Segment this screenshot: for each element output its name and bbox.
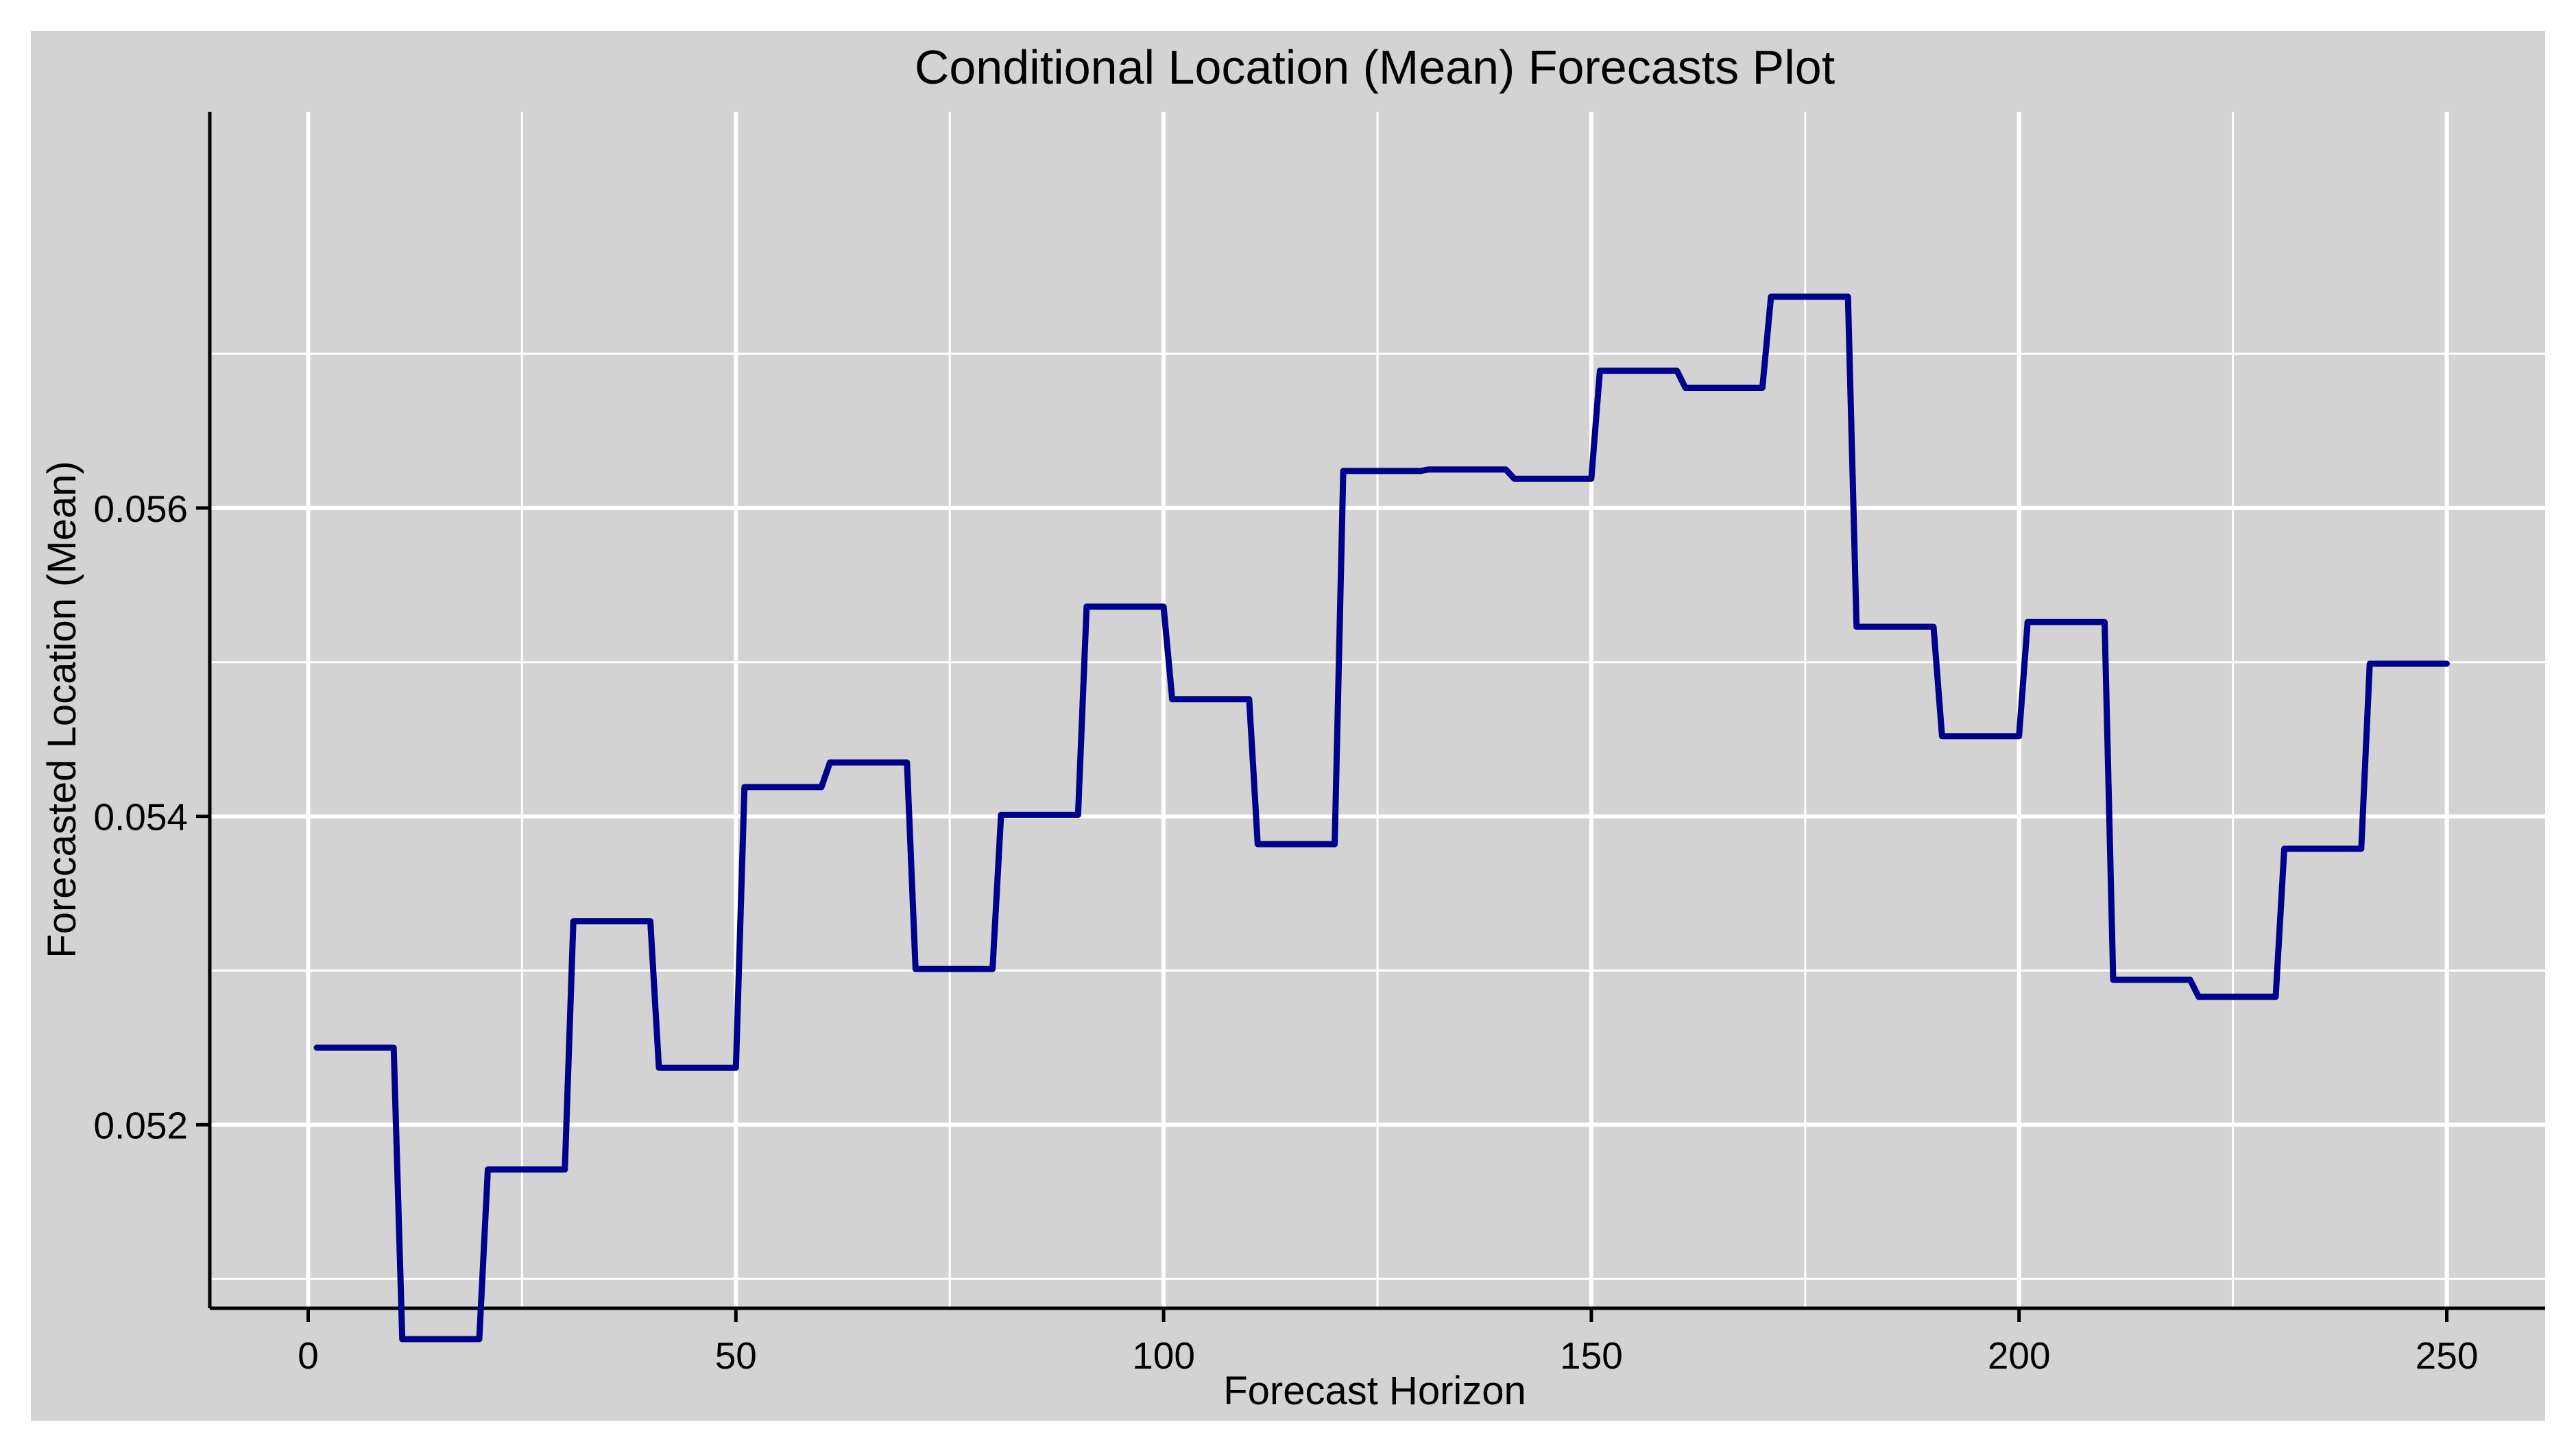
plot-background: [31, 31, 2545, 1421]
chart-title: Conditional Location (Mean) Forecasts Pl…: [915, 40, 1835, 94]
series-line-0: [313, 293, 2450, 1343]
y-tick-label: 0.054: [93, 796, 188, 839]
x-tick-label: 200: [1988, 1334, 2051, 1377]
x-tick-label: 0: [298, 1334, 319, 1377]
y-tick-label: 0.056: [93, 488, 188, 530]
y-tick-label: 0.052: [93, 1104, 188, 1146]
x-tick-label: 100: [1132, 1334, 1195, 1377]
series: [313, 293, 2450, 1343]
x-tick-label: 150: [1560, 1334, 1623, 1377]
y-axis-label: Forecasted Location (Mean): [40, 461, 84, 958]
axes: 0 50 100 150 200 250 0.052 0.054 0.056: [93, 112, 2545, 1377]
x-tick-label: 250: [2416, 1334, 2479, 1377]
x-axis-label: Forecast Horizon: [1223, 1369, 1526, 1413]
x-tick-label: 50: [715, 1334, 757, 1377]
